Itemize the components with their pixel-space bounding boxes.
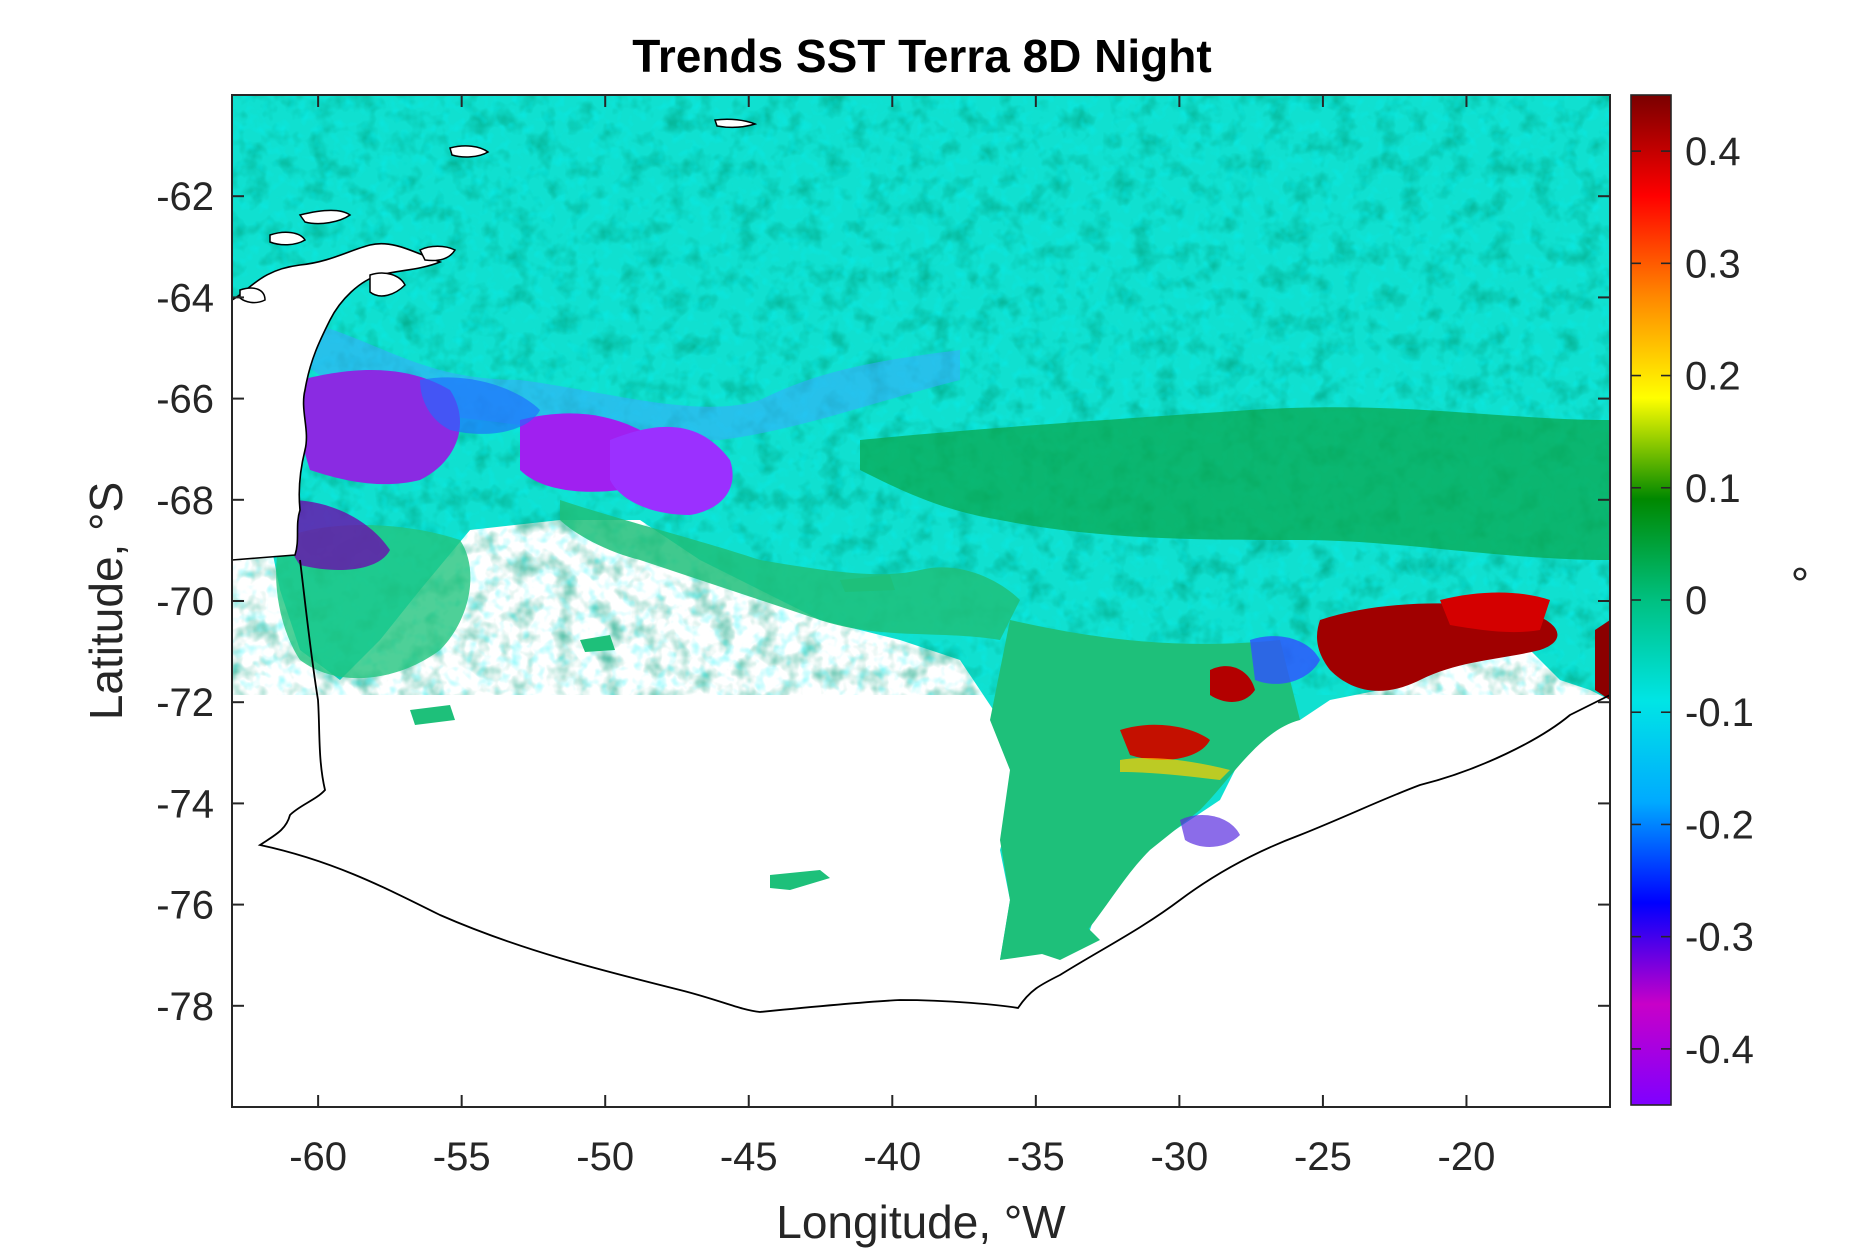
mixed-patch-east	[1250, 636, 1320, 684]
positive-patch-east-3	[1210, 666, 1255, 702]
x-tick-label: -40	[863, 1135, 921, 1179]
negative-patch-west	[298, 370, 460, 485]
yellow-streak-east	[1120, 758, 1230, 780]
y-axis-label: Latitude, °S	[80, 482, 132, 720]
colorbar-tick-label: -0.1	[1685, 691, 1754, 735]
island-4	[449, 145, 490, 158]
positive-patch-east-4	[1120, 724, 1210, 760]
colorbar-tick-label: 0.1	[1685, 467, 1741, 511]
small-patch-1	[770, 870, 830, 890]
coastline	[257, 559, 1610, 1013]
chart-title: Trends SST Terra 8D Night	[632, 30, 1211, 82]
y-tick-label: -72	[156, 681, 214, 725]
colorbar-ticks: 0.4 0.3 0.2 0.1 0 -0.1 -0.2 -0.3 -0.4	[1631, 130, 1754, 1072]
green-band-mid	[860, 407, 1610, 560]
fringe-green-east	[990, 620, 1300, 960]
mixed-patch-east-2	[1180, 815, 1240, 847]
colorbar-tick-label: -0.4	[1685, 1028, 1754, 1072]
x-tick-label: -50	[576, 1135, 634, 1179]
blue-patch-west	[420, 377, 540, 434]
x-tick-label: -20	[1438, 1135, 1496, 1179]
colorbar-tick-label: -0.2	[1685, 803, 1754, 847]
y-axis-ticks: -62 -64 -66 -68 -70 -72 -74 -76 -78	[156, 175, 1610, 1029]
positive-patch-east-5	[1595, 620, 1610, 700]
y-tick-label: -70	[156, 580, 214, 624]
negative-patch-west-4	[286, 500, 390, 570]
x-axis-ticks: -60 -55 -50 -45 -40 -35 -30 -25 -20	[289, 95, 1495, 1179]
x-tick-label: -45	[720, 1135, 778, 1179]
small-patch-3	[410, 705, 455, 725]
y-tick-label: -78	[156, 985, 214, 1029]
antarctic-peninsula	[232, 242, 443, 561]
x-tick-label: -60	[289, 1135, 347, 1179]
positive-patch-east-2	[1440, 592, 1550, 633]
y-tick-label: -64	[156, 276, 214, 320]
x-tick-label: -55	[433, 1135, 491, 1179]
y-tick-label: -74	[156, 782, 214, 826]
colorbar-tick-label: 0.3	[1685, 242, 1741, 286]
x-tick-label: -30	[1150, 1135, 1208, 1179]
colorbar-tick-label: 0.2	[1685, 355, 1741, 399]
x-axis-label: Longitude, °W	[776, 1196, 1066, 1248]
y-tick-label: -62	[156, 175, 214, 219]
x-tick-label: -25	[1294, 1135, 1352, 1179]
island-5	[714, 118, 758, 129]
colorbar-unit-label: °	[1791, 558, 1809, 610]
negative-patch-west-3	[610, 426, 733, 515]
island-7	[239, 287, 266, 304]
colorbar-tick-label: 0.4	[1685, 130, 1741, 174]
island-3	[298, 209, 352, 225]
fringe-green-south	[1030, 880, 1100, 960]
x-tick-label: -35	[1007, 1135, 1065, 1179]
colorbar-tick-label: 0	[1685, 579, 1707, 623]
fringe-green	[560, 500, 1020, 640]
small-patch-4	[840, 575, 895, 592]
island-2	[369, 272, 406, 297]
y-tick-label: -68	[156, 479, 214, 523]
map-field	[232, 95, 1610, 1107]
small-patch-2	[580, 635, 615, 652]
y-tick-label: -76	[156, 884, 214, 928]
y-tick-label: -66	[156, 378, 214, 422]
colorbar-tick-label: -0.3	[1685, 916, 1754, 960]
island-1	[418, 245, 457, 262]
island-6	[269, 231, 307, 246]
